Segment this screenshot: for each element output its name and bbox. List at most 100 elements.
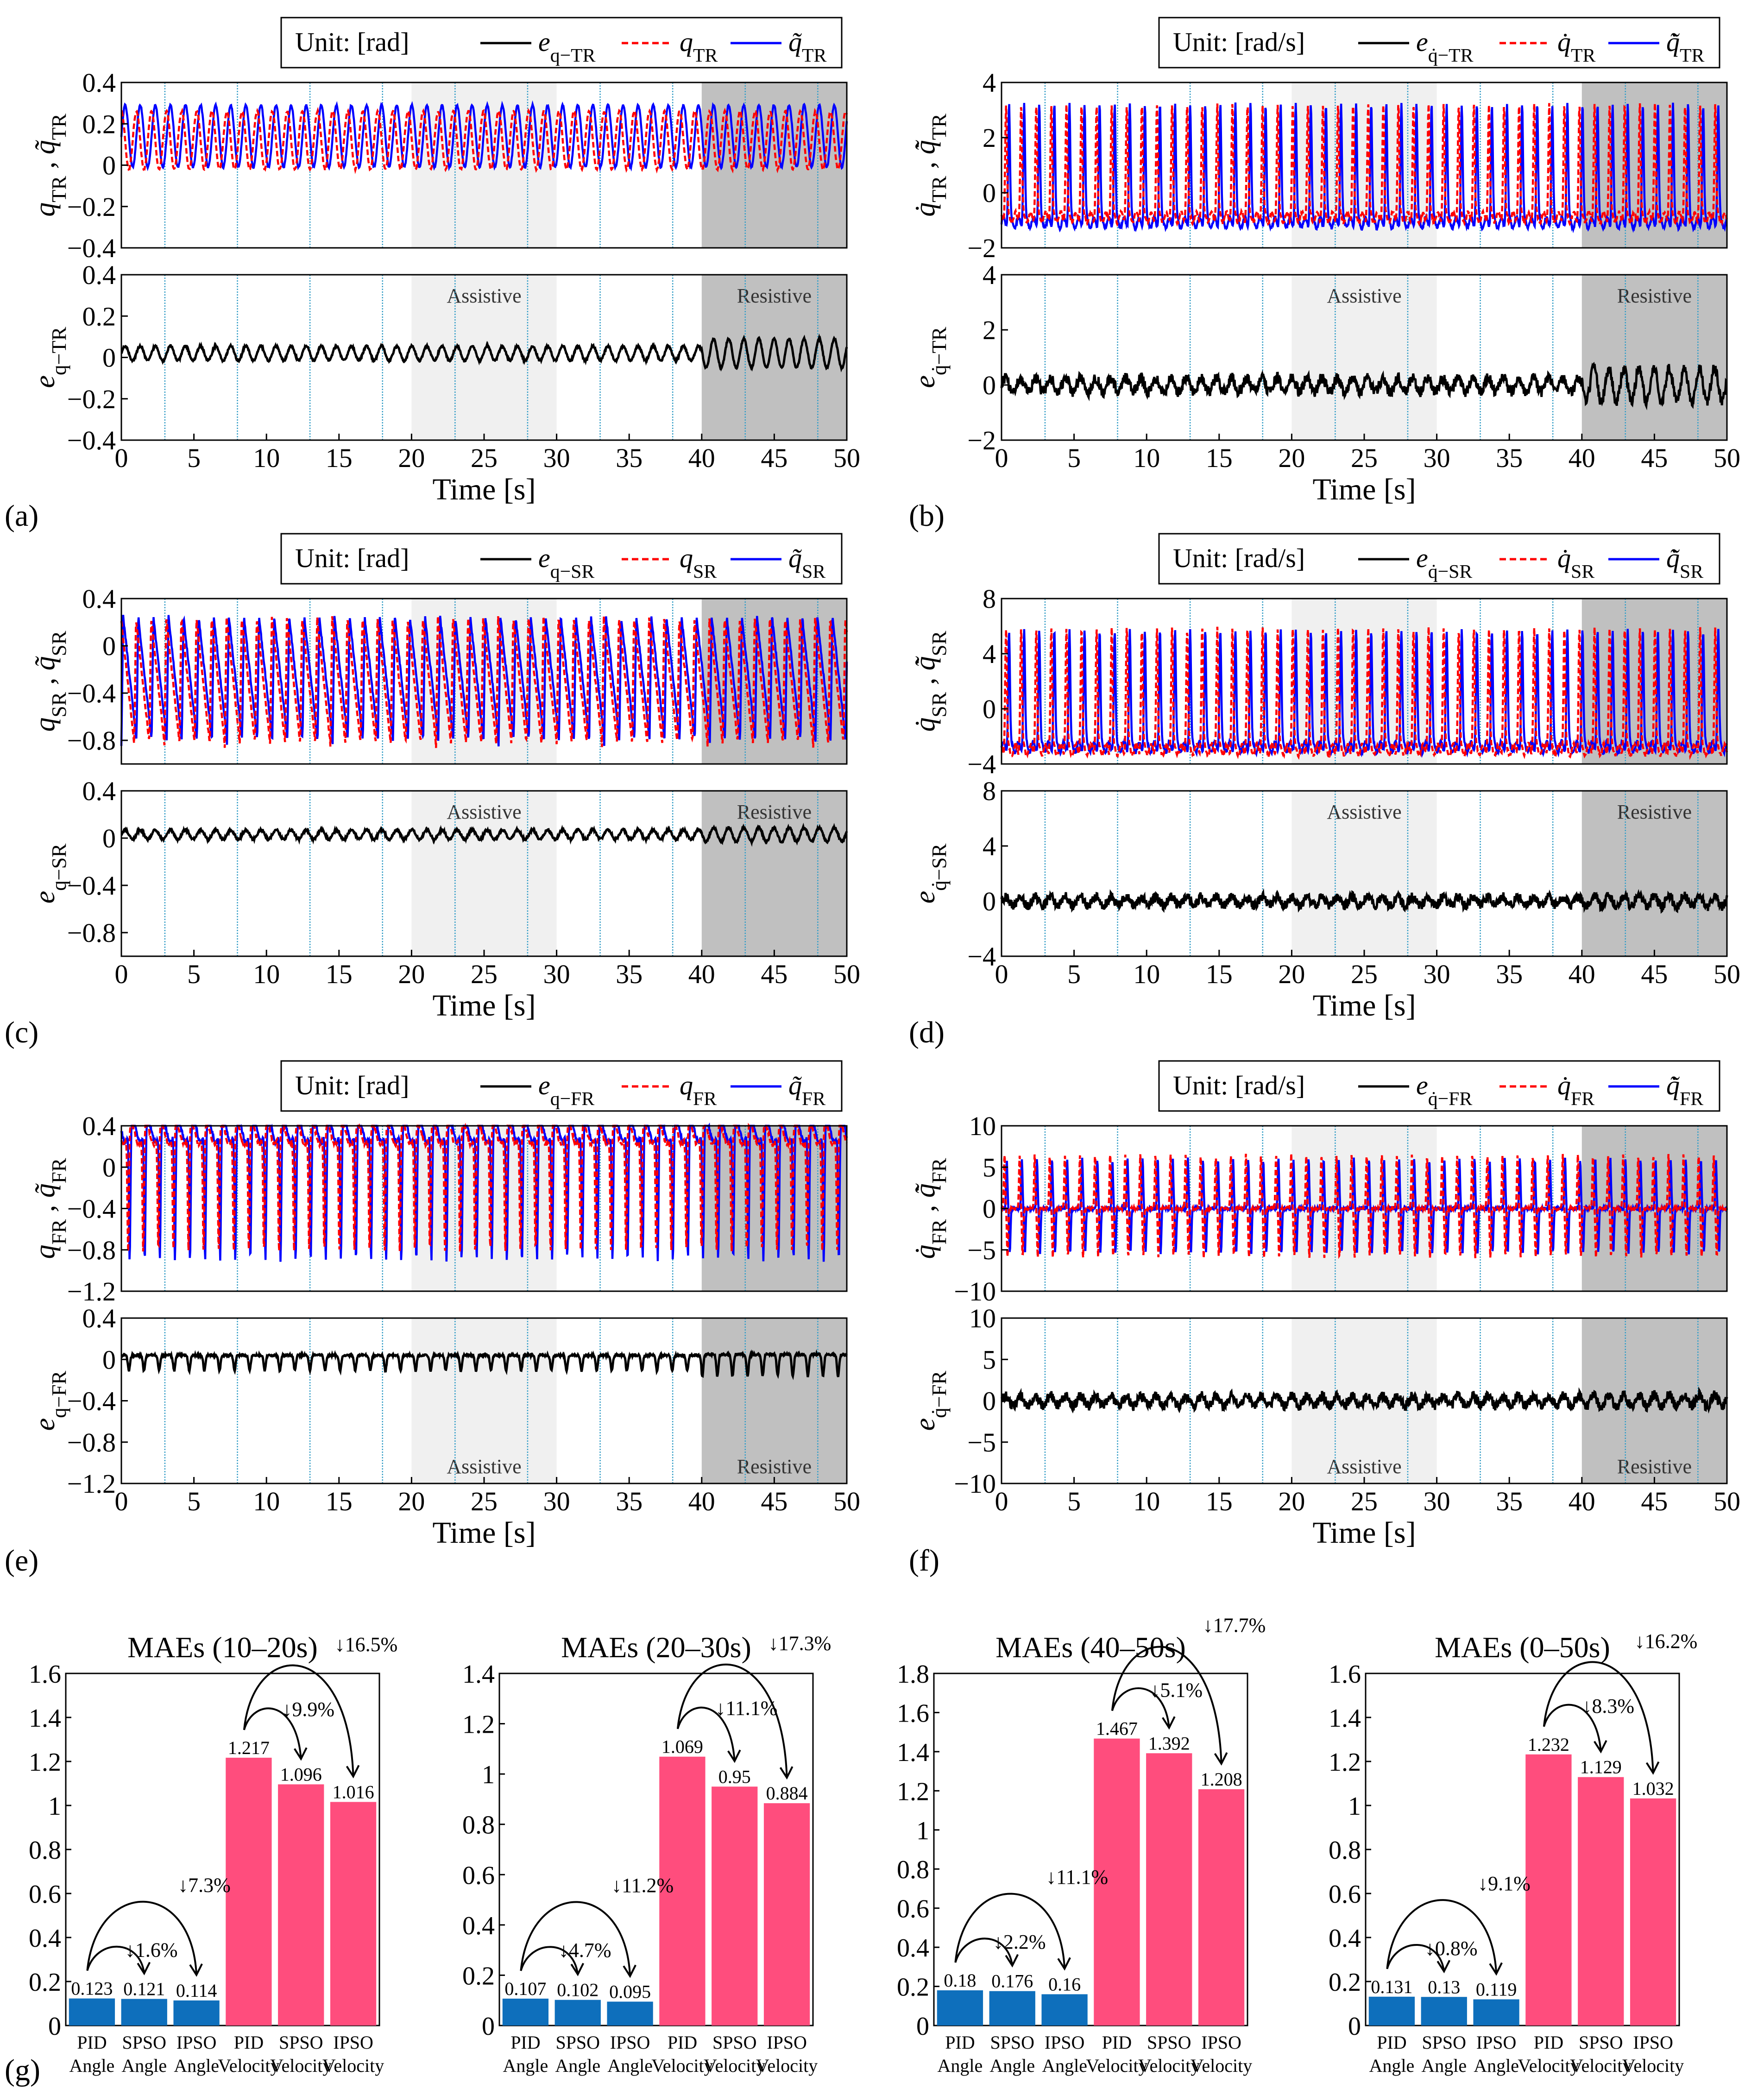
bar-0 [1368, 1996, 1415, 2026]
bar-category-line2: Angle [555, 2055, 600, 2076]
bar-value-label: 0.16 [1048, 1974, 1081, 1994]
series-top-0 [120, 615, 848, 747]
y-tick-label: 0.4 [29, 1924, 61, 1953]
y-tick-label: 0.4 [462, 1912, 495, 1940]
bar-panel-4: MAEs (0–50s)00.20.40.60.811.21.41.60.131… [1329, 1630, 1697, 2076]
series-bottom-0 [1000, 1386, 1728, 1414]
bar-3 [1525, 1754, 1572, 2026]
top-axes: −10 −5 0 5 10 q̇FR , q̃̇FR [909, 1111, 1728, 1306]
top-axes: −4 0 4 8 q̇SR , q̃̇SR [909, 584, 1728, 779]
bar-2 [1041, 1994, 1088, 2026]
line-panel-f: Unit: [rad/s] eq̇−FR q̇FR q̃̇FR −10 −5 0 5 10 q̇F… [909, 1060, 1740, 1550]
reduction-arrow-1 [86, 1900, 198, 1975]
x-tick-label: 25 [471, 1486, 498, 1516]
x-tick-label: 50 [1714, 1486, 1740, 1516]
bar-5 [1198, 1789, 1245, 2026]
legend-label-1: qTR [680, 27, 718, 66]
bar-value-label: 1.217 [228, 1737, 270, 1758]
bar-category-line1: PID [668, 2032, 697, 2053]
bar-value-label: 0.884 [766, 1783, 808, 1804]
y-tick-label: 1.6 [1329, 1660, 1361, 1689]
y-tick-label: 0 [102, 631, 116, 661]
x-tick-label: 45 [1641, 1486, 1668, 1516]
x-tick-label: 5 [187, 959, 201, 989]
y-tick-label: 1.4 [462, 1660, 495, 1689]
x-tick-label: 15 [1206, 959, 1233, 989]
bar-2 [607, 2001, 653, 2026]
series-top-1 [120, 1122, 848, 1252]
bar-2 [173, 2000, 220, 2026]
x-axis-label: Time [s] [432, 989, 536, 1022]
arrow-head-1 [1057, 1957, 1071, 1971]
bottom-axes: Assistive Resistive −10 −5 0 5 10 eq̇−FR [909, 1303, 1728, 1499]
y-tick-label: 0.6 [897, 1895, 929, 1924]
x-tick-label: 10 [253, 443, 280, 473]
x-tick-label: 0 [995, 443, 1008, 473]
bar-category-line1: IPSO [767, 2032, 807, 2053]
series-top-1 [120, 616, 848, 748]
arrow-head-2 [727, 1749, 741, 1763]
bar-category-line1: IPSO [1045, 2032, 1085, 2053]
x-tick-label: 5 [187, 443, 201, 473]
x-tick-label: 5 [1067, 959, 1081, 989]
arrow-head-1 [189, 1963, 203, 1977]
panel-tag: (g) [5, 2053, 40, 2087]
x-tick-label: 35 [1496, 1486, 1523, 1516]
arrow-head-1 [623, 1964, 636, 1978]
y-tick-label: 0 [1348, 2012, 1361, 2041]
top-ylabel: q̇SR , q̃̇SR [909, 631, 951, 732]
x-tick-label: 50 [1714, 443, 1740, 473]
y-tick-label: 0.6 [462, 1861, 495, 1890]
top-axes: −2 0 2 4 q̇TR , q̃̇TR [909, 68, 1728, 263]
legend-label-1: qFR [680, 1070, 717, 1110]
arrow-head-0 [137, 1962, 151, 1975]
y-tick-label: 1.2 [29, 1748, 61, 1777]
bar-category-line1: IPSO [1633, 2032, 1673, 2053]
region-assistive [1292, 275, 1437, 440]
x-axis-label: Time [s] [1312, 1516, 1416, 1550]
bar-value-label: 0.18 [944, 1970, 976, 1991]
reduction-label-3: ↓17.3% [769, 1632, 832, 1655]
series-bottom-0 [120, 333, 848, 372]
reduction-arrow-3 [676, 1663, 788, 1778]
reduction-label-2: ↓5.1% [1150, 1679, 1203, 1702]
x-tick-label: 10 [253, 959, 280, 989]
x-tick-label: 30 [543, 443, 570, 473]
x-tick-label: 25 [1351, 1486, 1378, 1516]
bar-category-line1: IPSO [610, 2032, 650, 2053]
x-tick-label: 40 [1569, 959, 1595, 989]
region-label-resistive: Resistive [737, 1455, 812, 1478]
bar-category-line2: Angle [1369, 2055, 1415, 2076]
legend-label-0: eq̇−FR [1416, 1070, 1472, 1110]
legend-unit: Unit: [rad/s] [1173, 27, 1305, 57]
x-axis-label: Time [s] [1312, 473, 1416, 506]
region-label-resistive: Resistive [1617, 801, 1692, 823]
legend-label-0: eq̇−TR [1416, 27, 1474, 66]
y-tick-label: 0.2 [82, 109, 116, 139]
bar-category-line2: Angle [1421, 2055, 1467, 2076]
bottom-ylabel: eq̇−TR [909, 327, 951, 388]
reduction-arrow-2 [243, 1707, 302, 1759]
x-tick-label: 20 [1278, 959, 1305, 989]
bar-category-line1: IPSO [1476, 2032, 1517, 2053]
bar-value-label: 0.121 [123, 1979, 165, 2000]
bar-category-line2: Angle [121, 2055, 167, 2076]
bar-panel-1: MAEs (10–20s) 0 0.2 0.4 0.6 0.8 1 1.2 1.4 1.6 0.12… [29, 1631, 397, 2076]
y-tick-label: 2 [983, 123, 996, 153]
y-tick-label: 1 [1348, 1792, 1361, 1821]
y-tick-label: 1.2 [897, 1777, 929, 1806]
x-tick-label: 20 [398, 959, 425, 989]
x-tick-label: 0 [995, 959, 1008, 989]
region-resistive [1581, 791, 1727, 956]
y-tick-label: 0.4 [82, 68, 116, 98]
y-tick-label: 0.4 [82, 584, 116, 614]
y-tick-label: −0.4 [67, 233, 116, 263]
y-tick-label: −4 [967, 941, 996, 972]
series-top-1 [1000, 1153, 1728, 1259]
x-tick-label: 30 [543, 959, 570, 989]
bar-value-label: 0.107 [504, 1978, 546, 1999]
legend-unit: Unit: [rad/s] [1173, 1070, 1305, 1100]
reduction-arrow-3 [1111, 1646, 1222, 1764]
panel-tag: (b) [909, 499, 945, 533]
